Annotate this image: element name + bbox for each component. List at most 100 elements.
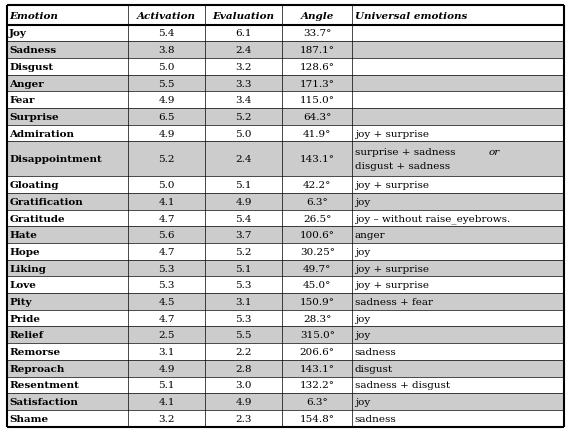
Text: 4.7: 4.7 bbox=[159, 247, 175, 256]
Text: Sadness: Sadness bbox=[9, 46, 57, 55]
Text: 4.9: 4.9 bbox=[159, 129, 175, 138]
Text: 6.3°: 6.3° bbox=[307, 197, 328, 206]
Text: 4.9: 4.9 bbox=[159, 96, 175, 105]
Text: 45.0°: 45.0° bbox=[303, 281, 331, 290]
Text: joy: joy bbox=[355, 247, 370, 256]
Text: 41.9°: 41.9° bbox=[303, 129, 331, 138]
Text: joy: joy bbox=[355, 397, 370, 406]
Text: Remorse: Remorse bbox=[9, 347, 61, 356]
Text: sadness: sadness bbox=[355, 347, 396, 356]
Bar bbox=[7, 142, 564, 177]
Text: 5.2: 5.2 bbox=[235, 247, 252, 256]
Text: joy + surprise: joy + surprise bbox=[355, 264, 429, 273]
Text: 187.1°: 187.1° bbox=[300, 46, 335, 55]
Text: or: or bbox=[489, 147, 500, 157]
Text: Pity: Pity bbox=[9, 297, 31, 306]
Text: 115.0°: 115.0° bbox=[300, 96, 335, 105]
Text: 5.5: 5.5 bbox=[235, 331, 252, 340]
Text: joy: joy bbox=[355, 197, 370, 206]
Text: sadness + fear: sadness + fear bbox=[355, 297, 433, 306]
Bar bbox=[7, 42, 564, 59]
Text: Angle: Angle bbox=[300, 12, 334, 21]
Text: Evaluation: Evaluation bbox=[213, 12, 275, 21]
Text: Gratitude: Gratitude bbox=[9, 214, 65, 223]
Text: 5.3: 5.3 bbox=[159, 264, 175, 273]
Text: Relief: Relief bbox=[9, 331, 43, 340]
Bar bbox=[7, 327, 564, 344]
Text: 2.4: 2.4 bbox=[235, 155, 252, 164]
Text: disgust + sadness: disgust + sadness bbox=[355, 161, 450, 170]
Text: anger: anger bbox=[355, 231, 385, 240]
Text: 5.0: 5.0 bbox=[235, 129, 252, 138]
Text: joy + surprise: joy + surprise bbox=[355, 181, 429, 190]
Text: 5.2: 5.2 bbox=[159, 155, 175, 164]
Text: 4.5: 4.5 bbox=[159, 297, 175, 306]
Text: 5.3: 5.3 bbox=[235, 281, 252, 290]
Bar bbox=[7, 109, 564, 126]
Text: 3.4: 3.4 bbox=[235, 96, 252, 105]
Text: Liking: Liking bbox=[9, 264, 46, 273]
Text: 2.3: 2.3 bbox=[235, 414, 252, 423]
Text: 3.0: 3.0 bbox=[235, 381, 252, 390]
Text: 64.3°: 64.3° bbox=[303, 113, 331, 122]
Text: 4.9: 4.9 bbox=[235, 397, 252, 406]
Text: 4.7: 4.7 bbox=[159, 314, 175, 323]
Text: Surprise: Surprise bbox=[9, 113, 59, 122]
Text: 143.1°: 143.1° bbox=[300, 364, 335, 373]
Text: joy + surprise: joy + surprise bbox=[355, 129, 429, 138]
Bar bbox=[7, 360, 564, 377]
Text: joy + surprise: joy + surprise bbox=[355, 281, 429, 290]
Text: sadness: sadness bbox=[355, 414, 396, 423]
Text: Gloating: Gloating bbox=[9, 181, 59, 190]
Text: 4.7: 4.7 bbox=[159, 214, 175, 223]
Text: 2.4: 2.4 bbox=[235, 46, 252, 55]
Bar bbox=[7, 194, 564, 210]
Text: Universal emotions: Universal emotions bbox=[355, 12, 467, 21]
Text: Shame: Shame bbox=[9, 414, 49, 423]
Text: Love: Love bbox=[9, 281, 36, 290]
Text: 33.7°: 33.7° bbox=[303, 29, 331, 38]
Text: Fear: Fear bbox=[9, 96, 35, 105]
Text: 154.8°: 154.8° bbox=[300, 414, 335, 423]
Text: 5.0: 5.0 bbox=[159, 63, 175, 72]
Text: sadness + disgust: sadness + disgust bbox=[355, 381, 450, 390]
Text: Hate: Hate bbox=[9, 231, 37, 240]
Text: 5.1: 5.1 bbox=[235, 181, 252, 190]
Text: 5.6: 5.6 bbox=[159, 231, 175, 240]
Text: 4.9: 4.9 bbox=[235, 197, 252, 206]
Text: 150.9°: 150.9° bbox=[300, 297, 335, 306]
Bar bbox=[7, 260, 564, 277]
Text: 5.2: 5.2 bbox=[235, 113, 252, 122]
Text: 5.3: 5.3 bbox=[159, 281, 175, 290]
Text: joy: joy bbox=[355, 314, 370, 323]
Text: 6.5: 6.5 bbox=[159, 113, 175, 122]
Bar bbox=[7, 293, 564, 310]
Text: 3.3: 3.3 bbox=[235, 79, 252, 88]
Text: 5.1: 5.1 bbox=[235, 264, 252, 273]
Text: 5.3: 5.3 bbox=[235, 314, 252, 323]
Text: Admiration: Admiration bbox=[9, 129, 74, 138]
Text: 3.8: 3.8 bbox=[159, 46, 175, 55]
Text: 5.4: 5.4 bbox=[159, 29, 175, 38]
Text: Joy: Joy bbox=[9, 29, 27, 38]
Text: Gratification: Gratification bbox=[9, 197, 83, 206]
Text: 132.2°: 132.2° bbox=[300, 381, 335, 390]
Text: 42.2°: 42.2° bbox=[303, 181, 331, 190]
Text: disgust: disgust bbox=[355, 364, 393, 373]
Text: 26.5°: 26.5° bbox=[303, 214, 331, 223]
Text: 6.1: 6.1 bbox=[235, 29, 252, 38]
Text: Satisfaction: Satisfaction bbox=[9, 397, 78, 406]
Text: 3.2: 3.2 bbox=[159, 414, 175, 423]
Text: Anger: Anger bbox=[9, 79, 44, 88]
Text: 2.2: 2.2 bbox=[235, 347, 252, 356]
Bar bbox=[7, 76, 564, 92]
Bar bbox=[7, 227, 564, 243]
Text: 206.6°: 206.6° bbox=[300, 347, 335, 356]
Text: 4.1: 4.1 bbox=[159, 197, 175, 206]
Text: 4.9: 4.9 bbox=[159, 364, 175, 373]
Text: 28.3°: 28.3° bbox=[303, 314, 331, 323]
Text: 5.1: 5.1 bbox=[159, 381, 175, 390]
Text: 3.1: 3.1 bbox=[235, 297, 252, 306]
Text: Disappointment: Disappointment bbox=[9, 155, 102, 164]
Text: 30.25°: 30.25° bbox=[300, 247, 335, 256]
